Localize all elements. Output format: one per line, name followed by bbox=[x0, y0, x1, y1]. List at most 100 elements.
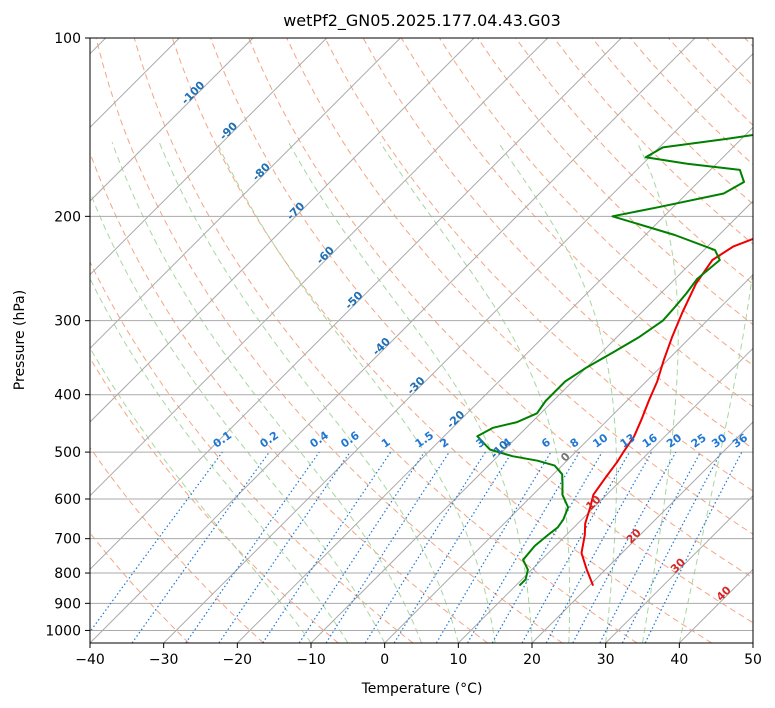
x-tick-label: 0 bbox=[380, 652, 389, 668]
isotherm-line bbox=[90, 38, 622, 571]
mixing-ratio-line bbox=[545, 451, 653, 643]
mixing-ratio-line bbox=[90, 451, 223, 633]
y-tick-label: 600 bbox=[54, 492, 81, 508]
moist-adiabats bbox=[90, 142, 753, 643]
x-tick-label: 20 bbox=[523, 652, 541, 668]
moist-adiabat-line bbox=[90, 346, 312, 643]
y-axis-ticks: 100 200 300 400 500 600 700 800 900 1000 bbox=[45, 31, 90, 639]
isotherm-line bbox=[90, 38, 401, 350]
mixing-ratio-label: 36 bbox=[730, 431, 750, 451]
isotherm-line bbox=[90, 38, 696, 643]
x-axis-ticks: −40 −30 −20 −10 0 10 20 30 40 50 bbox=[75, 643, 762, 668]
isotherm-label: -40 bbox=[370, 335, 393, 358]
dry-adiabat-line bbox=[171, 38, 712, 643]
mixing-ratio-line bbox=[185, 451, 320, 643]
isotherm-line bbox=[678, 568, 753, 643]
isotherm-line bbox=[236, 126, 753, 643]
isotherm-line bbox=[531, 421, 753, 643]
mixing-ratio-label: 0.6 bbox=[338, 429, 362, 451]
y-tick-label: 100 bbox=[54, 31, 81, 47]
dry-adiabat-line bbox=[286, 38, 753, 535]
dry-adiabat-line bbox=[706, 38, 753, 87]
isotherm-label: 40 bbox=[714, 583, 734, 603]
dewpoint-profile-line bbox=[476, 134, 753, 587]
isotherm-line bbox=[605, 494, 753, 643]
x-tick-label: 40 bbox=[670, 652, 688, 668]
mixing-ratio-label: 30 bbox=[709, 431, 729, 451]
dry-adiabat-line bbox=[210, 38, 753, 624]
y-tick-label: 800 bbox=[54, 566, 81, 582]
y-tick-label: 200 bbox=[54, 209, 81, 225]
x-axis-label: Temperature (°C) bbox=[361, 681, 483, 697]
y-axis-label: Pressure (hPa) bbox=[12, 290, 28, 390]
mixing-ratio-line bbox=[298, 451, 425, 643]
mixing-ratio-line bbox=[262, 451, 392, 643]
moist-adiabat-line bbox=[216, 142, 496, 643]
mixing-ratio-label: 0.2 bbox=[258, 429, 281, 451]
x-tick-label: 50 bbox=[744, 652, 762, 668]
isotherm-line bbox=[90, 38, 254, 202]
dry-adiabat-line bbox=[90, 357, 339, 643]
mixing-ratio-line bbox=[572, 451, 677, 643]
mixing-ratio-line bbox=[599, 451, 702, 643]
skewed-isotherms bbox=[90, 38, 753, 643]
mixing-ratio-line bbox=[393, 451, 513, 643]
dry-adiabat-line bbox=[133, 38, 638, 643]
y-tick-label: 1000 bbox=[45, 623, 81, 639]
dry-adiabat-line bbox=[248, 38, 753, 579]
isotherm-line bbox=[90, 38, 328, 276]
dry-adiabat-line bbox=[744, 38, 753, 48]
dry-adiabat-line bbox=[553, 38, 753, 245]
mixing-ratio-line bbox=[325, 451, 450, 643]
moist-adiabat-line bbox=[678, 266, 753, 643]
dry-adiabat-line bbox=[668, 38, 753, 126]
dry-adiabat-line bbox=[90, 532, 190, 643]
dry-adiabat-line bbox=[90, 260, 414, 643]
mixing-ratio-label: 0.1 bbox=[211, 429, 234, 451]
isotherm-label: -70 bbox=[284, 199, 307, 222]
y-tick-label: 300 bbox=[54, 314, 81, 330]
dry-adiabat-line bbox=[591, 38, 753, 205]
x-tick-label: −40 bbox=[75, 652, 105, 668]
mixing-ratio-label: 2 bbox=[438, 436, 452, 451]
mixing-ratio-line bbox=[218, 451, 351, 643]
isotherm-line bbox=[90, 38, 549, 497]
isotherm-line bbox=[310, 200, 753, 643]
isotherm-line bbox=[752, 642, 753, 643]
mixing-ratio-line bbox=[644, 451, 743, 643]
x-tick-label: −10 bbox=[296, 652, 326, 668]
mixing-ratio-label: 1 bbox=[379, 436, 393, 451]
isotherm-label: -50 bbox=[342, 289, 365, 312]
isotherm-label: -90 bbox=[217, 119, 240, 142]
y-tick-label: 500 bbox=[54, 445, 81, 461]
dry-adiabat-line bbox=[515, 38, 753, 285]
y-tick-label: 900 bbox=[54, 596, 81, 612]
isotherm-line bbox=[384, 273, 753, 643]
temperature-profile-line bbox=[580, 237, 753, 586]
y-tick-label: 400 bbox=[54, 388, 81, 404]
dry-adiabat-line bbox=[90, 446, 264, 643]
plot-frame bbox=[89, 37, 754, 644]
mixing-ratio-label: 6 bbox=[539, 435, 553, 450]
isotherm-label: -30 bbox=[404, 374, 427, 397]
dry-adiabat-line bbox=[324, 38, 753, 492]
mixing-ratio-label: 0.4 bbox=[308, 429, 332, 451]
plot-area bbox=[90, 38, 753, 643]
x-tick-label: −20 bbox=[223, 652, 253, 668]
dry-adiabats bbox=[90, 38, 753, 643]
mixing-ratio-line bbox=[364, 451, 486, 643]
x-tick-label: −30 bbox=[149, 652, 179, 668]
isotherm-line bbox=[163, 52, 753, 643]
chart-title: wetPf2_GN05.2025.177.04.43.G03 bbox=[283, 11, 561, 31]
pressure-gridlines bbox=[90, 38, 753, 631]
series-lines bbox=[476, 134, 753, 587]
isotherm-label: -60 bbox=[314, 243, 337, 266]
x-tick-label: 30 bbox=[597, 652, 615, 668]
mixing-ratio-line bbox=[521, 451, 631, 643]
isotherm-label: 20 bbox=[624, 526, 644, 546]
dry-adiabat-line bbox=[95, 38, 563, 643]
y-tick-label: 700 bbox=[54, 532, 81, 548]
dry-adiabat-line bbox=[90, 151, 488, 643]
isotherm-line bbox=[90, 38, 475, 423]
isotherm-label: -20 bbox=[444, 408, 467, 431]
